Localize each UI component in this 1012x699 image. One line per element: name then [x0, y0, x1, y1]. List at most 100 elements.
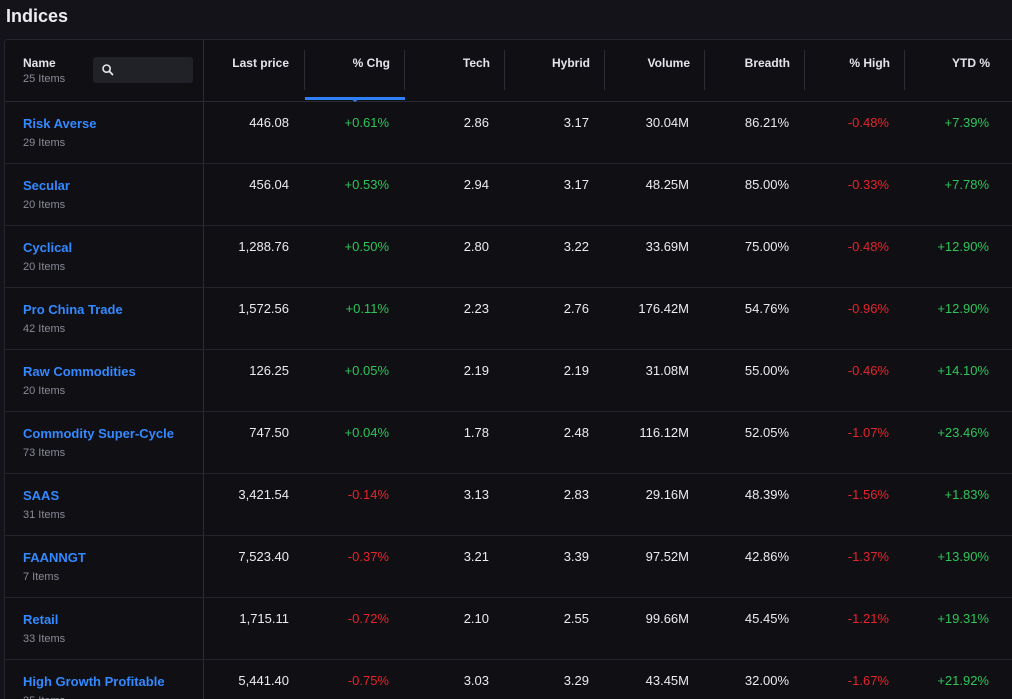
- index-items-count: 25 Items: [23, 695, 65, 699]
- table-row[interactable]: Risk Averse 29 Items 446.08 +0.61% 2.86 3.17 3…: [5, 102, 1012, 164]
- pct-high-cell: -1.67%: [847, 673, 889, 688]
- breadth-cell: 32.00%: [744, 673, 789, 688]
- index-name-link[interactable]: FAANNGT: [23, 550, 86, 565]
- name-cell: SAAS 31 Items: [5, 474, 204, 535]
- name-cell: FAANNGT 7 Items: [5, 536, 204, 597]
- pct-chg-cell: -0.37%: [347, 549, 389, 564]
- table-row[interactable]: Secular 20 Items 456.04 +0.53% 2.94 3.17 48.25…: [5, 164, 1012, 226]
- hybrid-cell: 3.39: [563, 549, 589, 564]
- column-divider: [804, 50, 805, 90]
- pct-chg-cell: +0.04%: [344, 425, 389, 440]
- index-items-count: 33 Items: [23, 633, 66, 645]
- tech-cell: 3.21: [463, 549, 489, 564]
- index-name-link[interactable]: Retail: [23, 612, 59, 627]
- tech-cell: 1.78: [463, 425, 489, 440]
- breadth-cell: 55.00%: [744, 363, 789, 378]
- breadth-cell: 52.05%: [744, 425, 789, 440]
- tech-cell: 2.80: [463, 239, 489, 254]
- name-cell: Commodity Super-Cycle 73 Items: [5, 412, 204, 473]
- index-name-link[interactable]: Pro China Trade: [23, 302, 123, 317]
- table-row[interactable]: High Growth Profitable 25 Items 5,441.40 -0…: [5, 660, 1012, 699]
- pct-high-cell: -1.21%: [847, 611, 889, 626]
- column-header-last-price[interactable]: Last price: [232, 56, 289, 70]
- column-header-ytd-pct[interactable]: YTD %: [951, 56, 990, 70]
- table-row[interactable]: Raw Commodities 20 Items 126.25 +0.05% 2.19 2…: [5, 350, 1012, 412]
- hybrid-cell: 3.17: [563, 115, 589, 130]
- column-header-pct-chg[interactable]: % Chg: [352, 56, 390, 70]
- volume-cell: 176.42M: [638, 301, 689, 316]
- index-name-link[interactable]: Raw Commodities: [23, 364, 136, 379]
- index-name-link[interactable]: Cyclical: [23, 240, 73, 255]
- breadth-cell: 45.45%: [744, 611, 789, 626]
- index-items-count: 31 Items: [23, 509, 66, 521]
- column-header-volume[interactable]: Volume: [647, 56, 690, 70]
- name-cell: Cyclical 20 Items: [5, 226, 204, 287]
- index-name-link[interactable]: SAAS: [23, 488, 60, 503]
- index-name-link[interactable]: Risk Averse: [23, 116, 97, 131]
- name-column-header[interactable]: Name 25 Items: [5, 40, 204, 101]
- table-row[interactable]: Commodity Super-Cycle 73 Items 747.50 +0.04…: [5, 412, 1012, 474]
- column-header-breadth[interactable]: Breadth: [744, 56, 790, 70]
- pct-chg-cell: +0.53%: [344, 177, 389, 192]
- ytd-pct-cell: +12.90%: [937, 301, 989, 316]
- volume-cell: 29.16M: [645, 487, 689, 502]
- index-items-count: 20 Items: [23, 261, 66, 273]
- volume-cell: 30.04M: [645, 115, 689, 130]
- last-price-cell: 456.04: [249, 177, 289, 192]
- pct-chg-cell: +0.05%: [344, 363, 389, 378]
- index-items-count: 29 Items: [23, 137, 66, 149]
- index-items-count: 20 Items: [23, 199, 66, 211]
- table-row[interactable]: Retail 33 Items 1,715.11 -0.72% 2.10 2.55 99.6…: [5, 598, 1012, 660]
- tech-cell: 2.10: [463, 611, 489, 626]
- tech-cell: 2.23: [463, 301, 489, 316]
- index-items-count: 7 Items: [23, 571, 60, 583]
- volume-cell: 43.45M: [645, 673, 689, 688]
- pct-chg-cell: -0.14%: [347, 487, 389, 502]
- column-divider: [504, 50, 505, 90]
- column-divider: [404, 50, 405, 90]
- breadth-cell: 48.39%: [744, 487, 789, 502]
- pct-high-cell: -1.37%: [847, 549, 889, 564]
- pct-high-cell: -0.48%: [847, 239, 889, 254]
- tech-cell: 2.94: [463, 177, 489, 192]
- column-divider: [904, 50, 905, 90]
- last-price-cell: 126.25: [249, 363, 289, 378]
- hybrid-cell: 2.76: [563, 301, 589, 316]
- last-price-cell: 3,421.54: [238, 487, 289, 502]
- table-row[interactable]: FAANNGT 7 Items 7,523.40 -0.37% 3.21 3.39 97.5…: [5, 536, 1012, 598]
- search-input[interactable]: [93, 57, 193, 83]
- index-name-link[interactable]: Secular: [23, 178, 70, 193]
- last-price-cell: 446.08: [249, 115, 289, 130]
- breadth-cell: 54.76%: [744, 301, 789, 316]
- hybrid-cell: 2.55: [563, 611, 589, 626]
- pct-chg-cell: -0.72%: [347, 611, 389, 626]
- volume-cell: 31.08M: [645, 363, 689, 378]
- last-price-cell: 747.50: [249, 425, 289, 440]
- column-header-pct-high[interactable]: % High: [849, 56, 890, 70]
- table-row[interactable]: Pro China Trade 42 Items 1,572.56 +0.11% 2.2…: [5, 288, 1012, 350]
- column-header-hybrid[interactable]: Hybrid: [551, 56, 590, 70]
- last-price-cell: 1,572.56: [238, 301, 289, 316]
- table-row[interactable]: Cyclical 20 Items 1,288.76 +0.50% 2.80 3.22 33…: [5, 226, 1012, 288]
- index-items-count: 42 Items: [23, 323, 66, 335]
- tech-cell: 3.13: [463, 487, 489, 502]
- table-body: Risk Averse 29 Items 446.08 +0.61% 2.86 3.17 3…: [5, 102, 1012, 699]
- name-cell: High Growth Profitable 25 Items: [5, 660, 204, 699]
- column-header-tech[interactable]: Tech: [462, 56, 490, 70]
- index-name-link[interactable]: High Growth Profitable: [23, 674, 165, 689]
- pct-high-cell: -0.46%: [847, 363, 889, 378]
- volume-cell: 33.69M: [645, 239, 689, 254]
- hybrid-cell: 3.29: [563, 673, 589, 688]
- tech-cell: 2.86: [463, 115, 489, 130]
- table-row[interactable]: SAAS 31 Items 3,421.54 -0.14% 3.13 2.83 29.16M…: [5, 474, 1012, 536]
- items-count: 25 Items: [23, 73, 66, 85]
- index-name-link[interactable]: Commodity Super-Cycle: [23, 426, 174, 441]
- hybrid-cell: 2.19: [563, 363, 589, 378]
- breadth-cell: 86.21%: [744, 115, 789, 130]
- name-cell: Risk Averse 29 Items: [5, 102, 204, 163]
- volume-cell: 97.52M: [645, 549, 689, 564]
- name-column-label: Name: [23, 56, 56, 70]
- ytd-pct-cell: +14.10%: [937, 363, 989, 378]
- pct-high-cell: -1.56%: [847, 487, 889, 502]
- pct-high-cell: -1.07%: [847, 425, 889, 440]
